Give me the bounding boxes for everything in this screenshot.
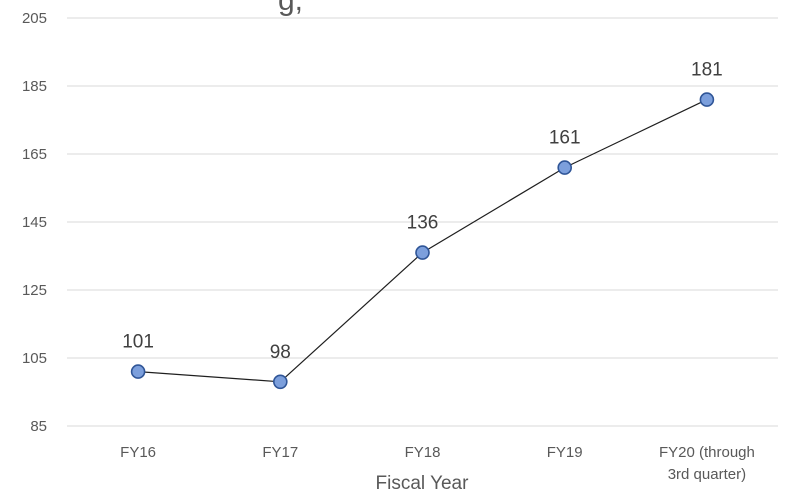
y-tick-label: 105 <box>22 350 47 367</box>
data-point <box>557 160 573 175</box>
data-label: 161 <box>549 128 581 149</box>
data-markers <box>130 92 715 390</box>
x-axis-tick-labels: FY16 FY17 FY18 FY19 FY20 (through 3rd quarter… <box>120 444 755 483</box>
series-line <box>138 99 708 383</box>
x-tick-label: FY17 <box>262 444 298 461</box>
y-tick-label: 205 <box>22 10 47 27</box>
data-point <box>130 364 146 379</box>
data-label: 181 <box>691 60 723 81</box>
chart-title-fragment: g, <box>278 0 303 17</box>
data-label: 101 <box>122 332 154 353</box>
y-tick-label: 185 <box>22 78 47 95</box>
y-tick-label: 85 <box>30 418 47 435</box>
x-tick-label: FY18 <box>405 444 441 461</box>
y-tick-label: 125 <box>22 282 47 299</box>
y-tick-label: 165 <box>22 146 47 163</box>
data-label: 136 <box>407 213 439 234</box>
series-line-group <box>138 99 708 383</box>
x-tick-label: FY16 <box>120 444 156 461</box>
data-label: 98 <box>270 342 291 363</box>
y-tick-label: 145 <box>22 214 47 231</box>
gridlines <box>67 17 778 427</box>
x-tick-label: FY20 (through 3rd quarter) <box>659 444 755 483</box>
data-point <box>699 92 715 107</box>
x-tick-label: FY19 <box>547 444 583 461</box>
y-axis-tick-labels: 85 105 125 145 165 185 205 <box>22 10 47 435</box>
data-point <box>272 374 288 390</box>
x-axis-title: Fiscal Year <box>376 473 470 493</box>
data-labels: 101 98 136 161 181 <box>122 60 723 363</box>
data-point <box>415 245 430 260</box>
